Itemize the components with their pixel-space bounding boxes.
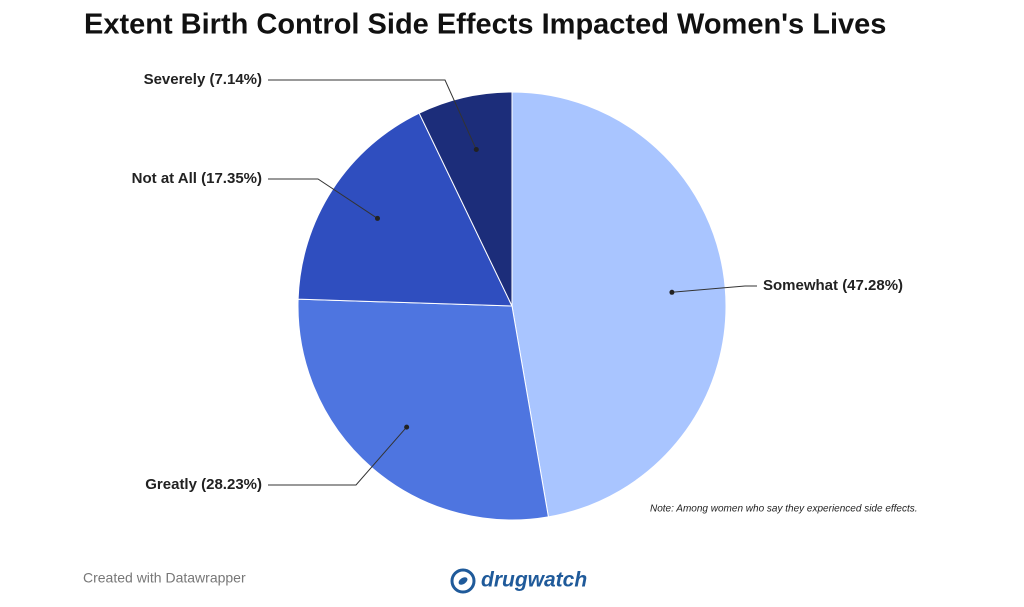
pie-slice	[418, 91, 513, 307]
leader-dot	[404, 424, 410, 430]
value-label: (28.23%)	[201, 476, 262, 493]
category-label: Greatly	[145, 476, 197, 493]
leader-line	[268, 178, 378, 219]
value-label: (7.14%)	[209, 71, 262, 88]
leader-dot	[669, 289, 675, 295]
leader-dot	[473, 147, 479, 153]
leader-line	[268, 79, 477, 150]
value-label: (17.35%)	[201, 170, 262, 187]
logo-icon	[450, 568, 476, 594]
category-label: Severely	[144, 71, 206, 88]
labels: Somewhat (47.28%) Greatly (28.23%) Not at …	[132, 71, 903, 493]
brand-name: drugwatch	[481, 569, 587, 592]
leader-line	[671, 285, 757, 293]
leader-dot	[374, 215, 380, 221]
pie	[297, 91, 727, 521]
slice-label: Greatly (28.23%)	[145, 476, 262, 493]
note: Note: Among women who say they experienc…	[650, 504, 918, 515]
source: Created with Datawrapper	[83, 570, 246, 586]
category-label: Somewhat	[763, 277, 838, 294]
value-label: (47.28%)	[842, 277, 903, 294]
brand-logo: drugwatch	[450, 568, 587, 594]
chart-title: Extent Birth Control Side Effects Impact…	[84, 9, 886, 41]
leader-line	[268, 426, 408, 486]
slice-label: Not at All (17.35%)	[132, 170, 262, 187]
slice-label: Somewhat (47.28%)	[763, 277, 903, 294]
logo-icon-pill	[458, 577, 468, 585]
category-label: Not at All	[132, 170, 197, 187]
slice-label: Severely (7.14%)	[144, 71, 262, 88]
